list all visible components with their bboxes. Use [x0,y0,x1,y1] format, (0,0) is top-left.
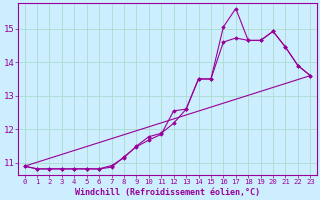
X-axis label: Windchill (Refroidissement éolien,°C): Windchill (Refroidissement éolien,°C) [75,188,260,197]
